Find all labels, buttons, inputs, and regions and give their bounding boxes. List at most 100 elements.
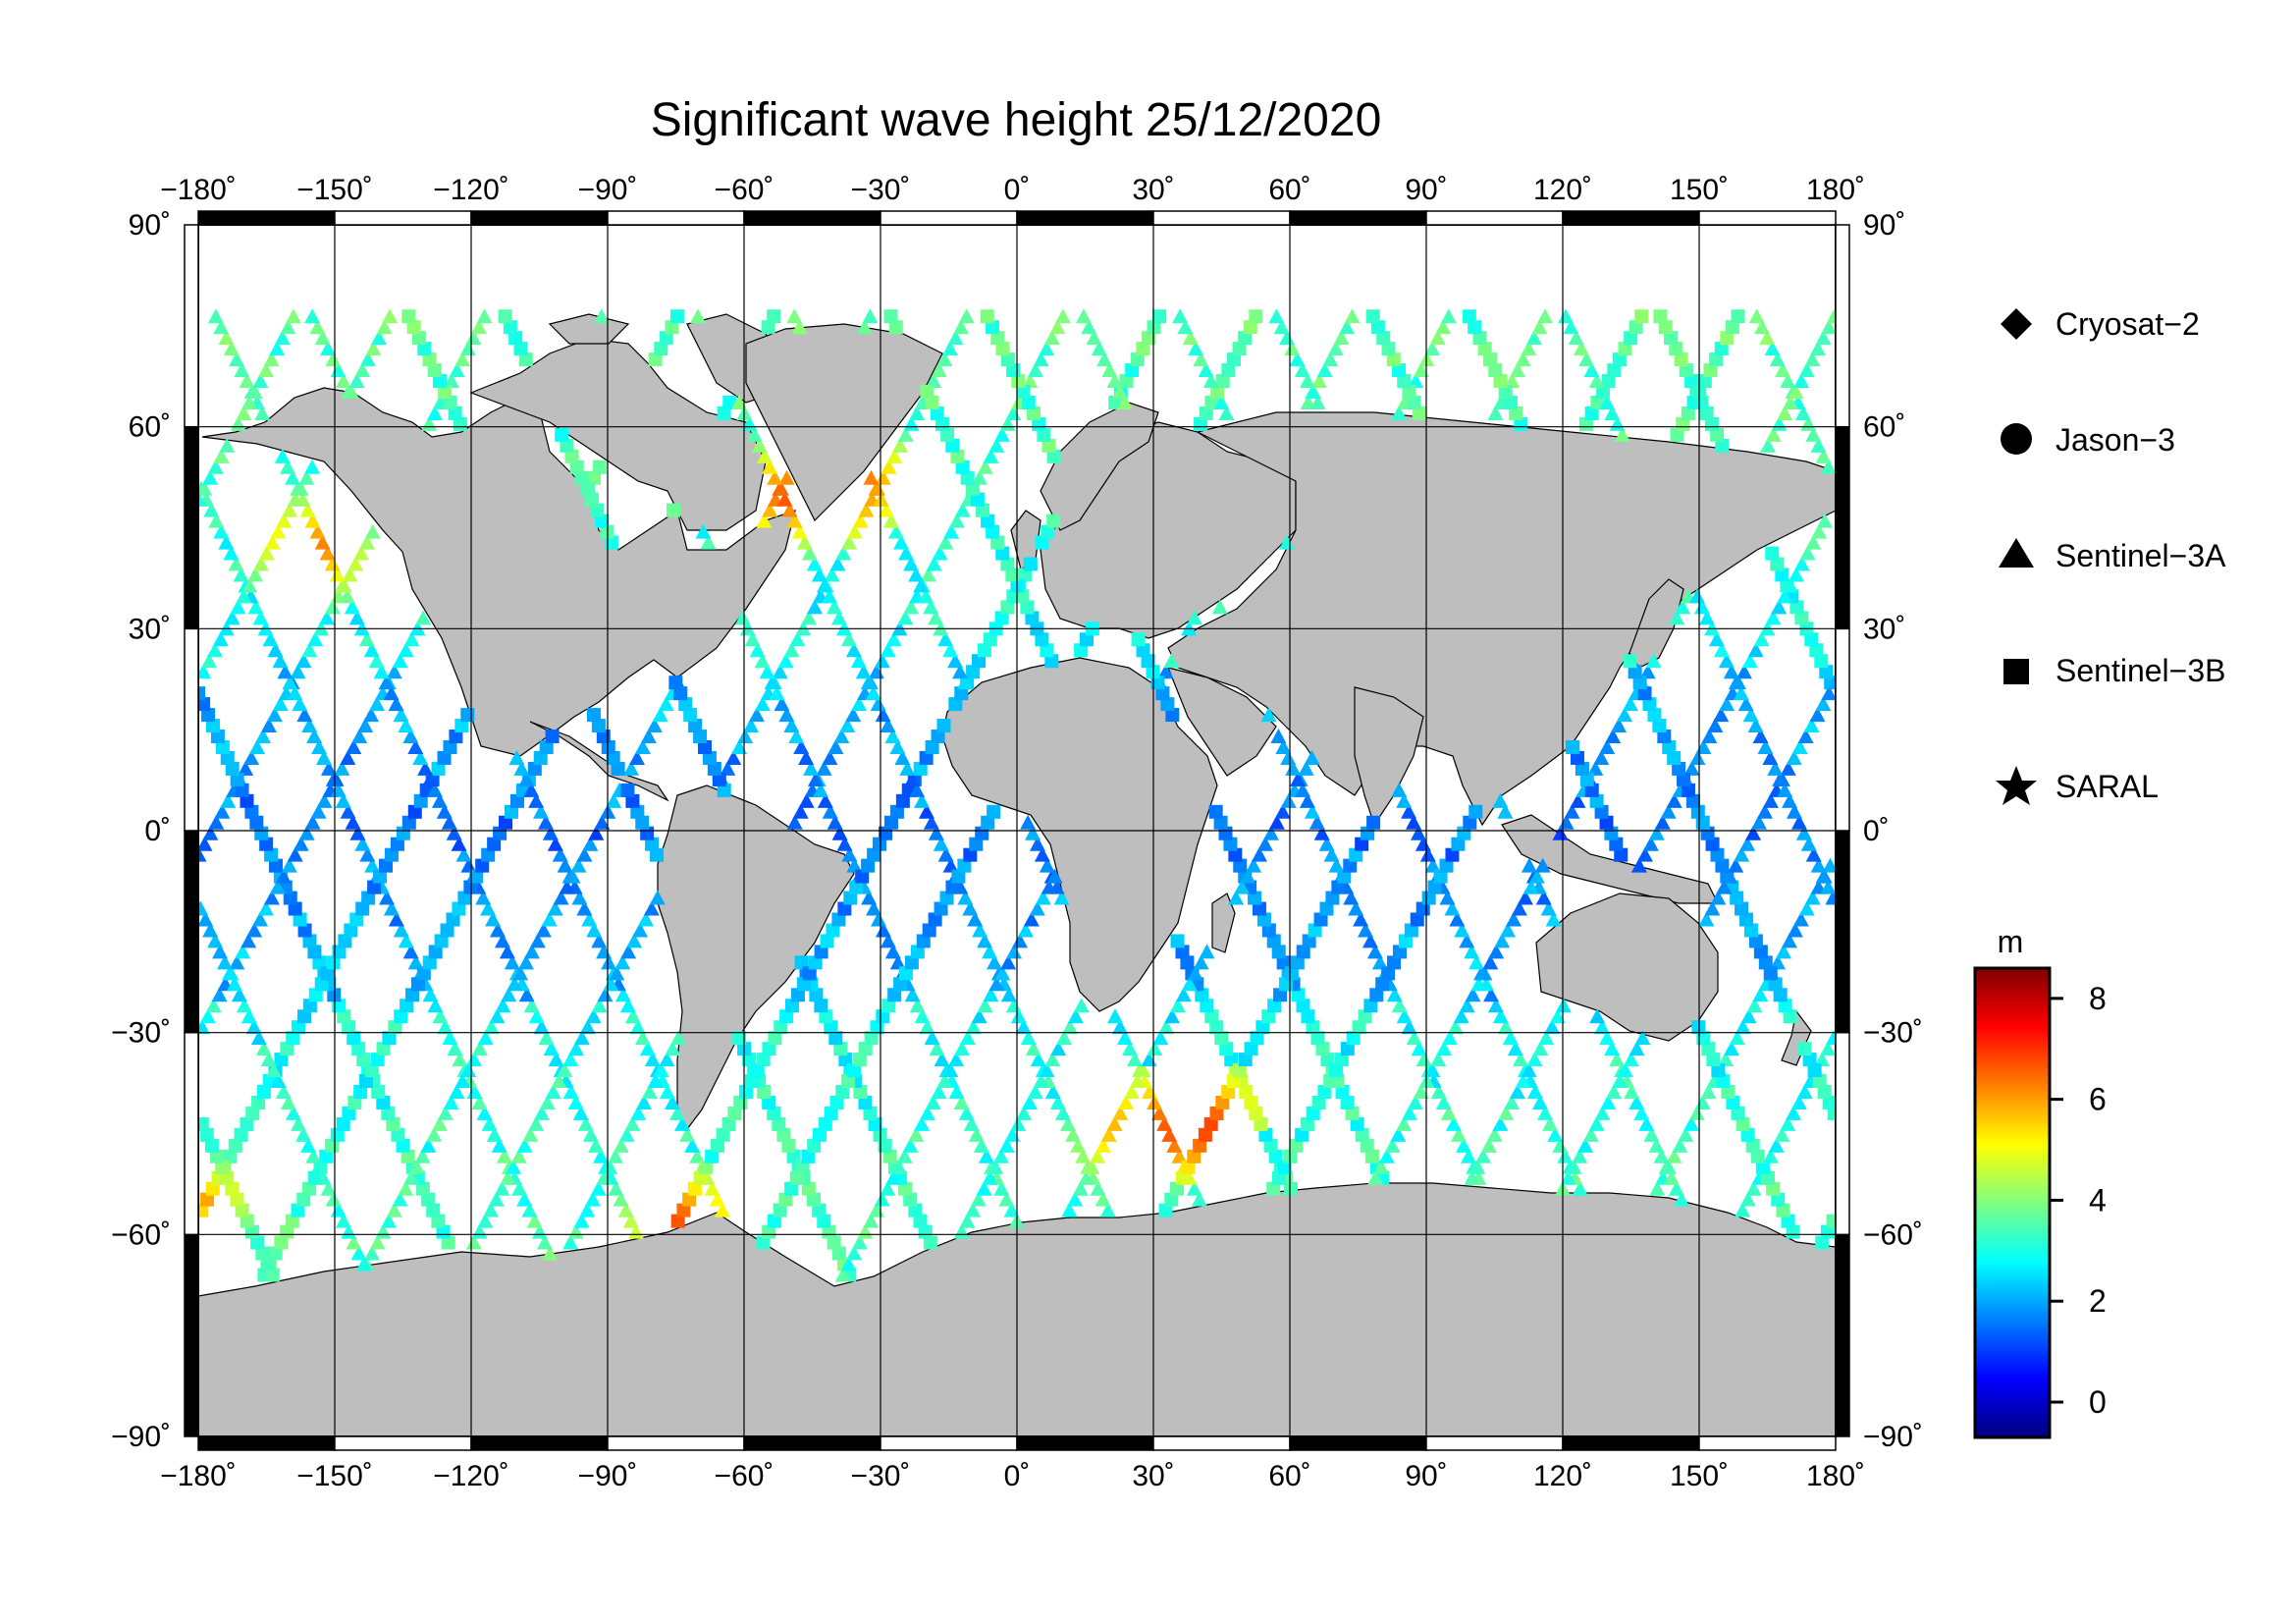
sentinel-3b-point: [592, 460, 607, 474]
sentinel-3b-point: [1221, 1084, 1236, 1099]
frame-top-segment: [880, 210, 1018, 226]
sentinel-3a-point: [829, 556, 846, 571]
sentinel-3a-point: [1770, 954, 1787, 970]
sentinel-3a-point: [1061, 1019, 1078, 1035]
sentinel-3a-point: [909, 998, 926, 1013]
lon-tick-label-bottom: 0˚: [1004, 1460, 1031, 1492]
sentinel-3a-point: [978, 1148, 994, 1163]
sentinel-3a-point: [258, 545, 275, 561]
sentinel-3a-point: [1175, 987, 1192, 1002]
sentinel-3a-point: [255, 1041, 272, 1056]
sentinel-3b-point: [1290, 955, 1305, 970]
sentinel-3a-point: [952, 664, 969, 679]
sentinel-3a-point: [1521, 857, 1537, 873]
sentinel-3a-point: [1798, 362, 1815, 378]
sentinel-3a-point: [1805, 534, 1822, 550]
sentinel-3a-point: [1716, 879, 1733, 894]
sentinel-3a-point: [1372, 1159, 1389, 1174]
sentinel-3b-point: [849, 880, 864, 894]
sentinel-3b-point: [344, 923, 358, 938]
sentinel-3a-point: [756, 448, 773, 463]
sentinel-3b-point: [367, 880, 382, 894]
sentinel-3a-point: [863, 1213, 880, 1228]
sentinel-3b-point: [806, 1192, 821, 1207]
sentinel-3a-point: [586, 922, 603, 938]
sentinel-3a-point: [239, 373, 255, 389]
sentinel-3a-point: [1406, 1030, 1422, 1046]
sentinel-3a-point: [828, 738, 844, 754]
sentinel-3b-point: [376, 1095, 391, 1109]
sentinel-3a-point: [452, 1052, 468, 1067]
sentinel-3b-point: [1194, 416, 1208, 431]
lon-tick-label-top: 90˚: [1405, 174, 1447, 206]
sentinel-3b-point: [697, 739, 712, 754]
sentinel-3b-point: [264, 847, 279, 862]
sentinel-3b-point: [349, 912, 364, 927]
sentinel-3a-point: [1747, 642, 1764, 658]
sentinel-3a-point: [275, 868, 292, 884]
sentinel-3a-point: [1566, 1159, 1582, 1174]
sentinel-3a-point: [533, 803, 550, 819]
sentinel-3a-point: [365, 341, 382, 356]
sentinel-3a-point: [1260, 707, 1277, 723]
sentinel-3a-point: [626, 933, 643, 948]
sentinel-3a-point: [528, 1115, 545, 1131]
sentinel-3b-point: [1227, 1074, 1242, 1089]
sentinel-3a-point: [1666, 1148, 1682, 1163]
sentinel-3b-point: [1711, 1063, 1726, 1078]
sentinel-3b-point: [934, 416, 949, 431]
sentinel-3b-point: [863, 1106, 878, 1120]
sentinel-3a-point: [801, 610, 818, 625]
sentinel-3a-point: [878, 502, 894, 517]
sentinel-3b-point: [481, 847, 496, 862]
sentinel-3a-point: [881, 459, 897, 474]
sentinel-3b-point: [861, 858, 876, 873]
sentinel-3a-point: [904, 771, 921, 786]
sentinel-3a-point: [252, 610, 269, 625]
sentinel-3a-point: [230, 599, 246, 615]
sentinel-3b-point: [1208, 804, 1223, 819]
sentinel-3b-point: [308, 988, 323, 1002]
sentinel-3b-point: [268, 1246, 283, 1261]
sentinel-3b-point: [376, 1042, 391, 1056]
sentinel-3b-point: [312, 955, 327, 970]
sentinel-3b-point: [1224, 1053, 1239, 1067]
sentinel-3b-point: [1364, 1149, 1379, 1163]
sentinel-3a-point: [1599, 394, 1616, 409]
sentinel-3b-point: [1802, 1053, 1817, 1067]
sentinel-3b-point: [347, 1031, 361, 1046]
lat-tick-label-right: 30˚: [1863, 613, 1905, 645]
frame-bottom-segment: [1289, 1435, 1427, 1451]
sentinel-3a-point: [1025, 825, 1041, 840]
sentinel-3b-point: [1160, 697, 1175, 712]
sentinel-3a-point: [441, 814, 457, 830]
sentinel-3b-point: [1594, 804, 1609, 819]
sentinel-3b-point: [893, 977, 908, 992]
sentinel-3a-point: [1568, 330, 1584, 346]
sentinel-3b-point: [950, 449, 965, 463]
sentinel-3a-point: [629, 1019, 646, 1035]
sentinel-3a-point: [1544, 1019, 1561, 1035]
sentinel-3b-point: [579, 481, 594, 496]
legend-label-saral: SARAL: [2056, 769, 2159, 804]
sentinel-3a-point: [646, 718, 663, 733]
sentinel-3a-point: [971, 1008, 988, 1024]
lon-tick-label-top: −90˚: [578, 174, 638, 206]
sentinel-3a-point: [1572, 1148, 1588, 1163]
sentinel-3a-point: [772, 664, 788, 679]
sentinel-3b-point: [1672, 761, 1686, 776]
sentinel-3a-point: [904, 987, 921, 1002]
sentinel-3a-point: [850, 653, 867, 669]
sentinel-3b-point: [1676, 416, 1690, 431]
sentinel-3a-point: [624, 1115, 641, 1131]
sentinel-3a-point: [1821, 319, 1836, 335]
sentinel-3a-point: [875, 922, 891, 938]
sentinel-3a-point: [220, 792, 237, 808]
sentinel-3a-point: [798, 792, 815, 808]
sentinel-3a-point: [929, 1041, 945, 1056]
sentinel-3b-point: [940, 427, 955, 442]
sentinel-3b-point: [342, 1020, 356, 1035]
sentinel-3a-point: [287, 491, 303, 507]
lon-tick-label-top: 180˚: [1806, 174, 1865, 206]
